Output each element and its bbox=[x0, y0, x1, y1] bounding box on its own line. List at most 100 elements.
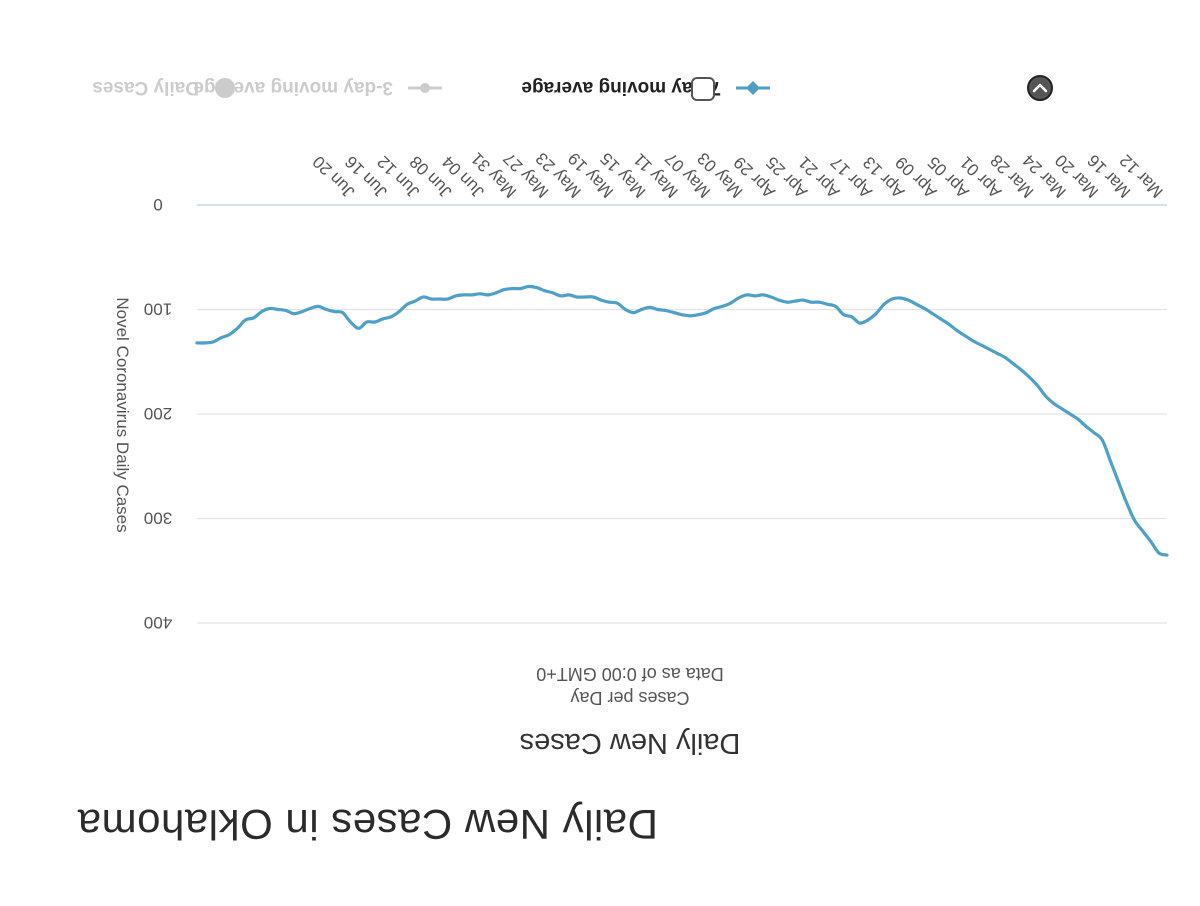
data-point[interactable] bbox=[1003, 355, 1007, 360]
data-point[interactable] bbox=[817, 300, 821, 304]
data-point[interactable] bbox=[397, 309, 401, 314]
data-point[interactable] bbox=[1068, 412, 1072, 416]
data-point[interactable] bbox=[801, 298, 805, 302]
data-point[interactable] bbox=[502, 287, 506, 292]
data-point[interactable] bbox=[712, 306, 716, 311]
data-point[interactable] bbox=[575, 295, 579, 299]
data-point[interactable] bbox=[1116, 480, 1121, 484]
data-point[interactable] bbox=[203, 341, 207, 345]
data-point[interactable] bbox=[1157, 551, 1161, 555]
data-point[interactable] bbox=[534, 285, 539, 290]
data-point[interactable] bbox=[348, 320, 353, 324]
data-point[interactable] bbox=[276, 307, 280, 312]
data-point[interactable] bbox=[1125, 501, 1129, 505]
data-point[interactable] bbox=[1052, 401, 1056, 406]
data-point[interactable] bbox=[922, 306, 927, 311]
data-point[interactable] bbox=[413, 299, 417, 303]
data-point[interactable] bbox=[599, 298, 603, 302]
data-point[interactable] bbox=[1092, 431, 1096, 435]
data-point[interactable] bbox=[1060, 407, 1064, 411]
data-point[interactable] bbox=[445, 297, 450, 301]
data-point[interactable] bbox=[607, 300, 611, 304]
data-point[interactable] bbox=[251, 316, 256, 320]
data-point[interactable] bbox=[1141, 529, 1145, 533]
data-point[interactable] bbox=[704, 310, 708, 315]
data-point[interactable] bbox=[381, 317, 385, 321]
data-point[interactable] bbox=[510, 286, 514, 291]
data-point[interactable] bbox=[866, 318, 870, 322]
data-point[interactable] bbox=[243, 318, 248, 322]
data-point[interactable] bbox=[486, 293, 490, 297]
data-point[interactable] bbox=[1084, 424, 1088, 429]
data-point[interactable] bbox=[947, 322, 951, 326]
data-point[interactable] bbox=[567, 293, 571, 297]
legend-item-3-day-moving-average[interactable]: 3-day moving average bbox=[193, 77, 442, 98]
data-point[interactable] bbox=[365, 320, 369, 324]
data-point[interactable] bbox=[357, 326, 361, 330]
data-point[interactable] bbox=[825, 302, 830, 306]
data-point[interactable] bbox=[454, 294, 458, 298]
data-point[interactable] bbox=[979, 343, 983, 347]
data-point[interactable] bbox=[389, 315, 393, 319]
data-point[interactable] bbox=[680, 313, 684, 317]
data-point[interactable] bbox=[316, 304, 320, 308]
data-point[interactable] bbox=[308, 306, 312, 311]
data-point[interactable] bbox=[284, 308, 288, 313]
data-point[interactable] bbox=[324, 307, 328, 312]
data-point[interactable] bbox=[195, 341, 199, 345]
data-point[interactable] bbox=[696, 313, 700, 317]
data-point[interactable] bbox=[260, 309, 264, 314]
data-point[interactable] bbox=[1133, 519, 1137, 523]
data-point[interactable] bbox=[737, 296, 741, 300]
data-point[interactable] bbox=[987, 347, 991, 351]
data-point[interactable] bbox=[559, 294, 563, 298]
data-point[interactable] bbox=[227, 332, 231, 337]
data-point[interactable] bbox=[858, 321, 862, 325]
data-point[interactable] bbox=[939, 317, 943, 321]
data-point[interactable] bbox=[995, 351, 999, 355]
data-point[interactable] bbox=[1011, 362, 1015, 366]
data-point[interactable] bbox=[728, 301, 733, 305]
data-point[interactable] bbox=[648, 305, 652, 309]
data-point[interactable] bbox=[842, 313, 846, 317]
data-point[interactable] bbox=[769, 295, 773, 299]
data-point[interactable] bbox=[1108, 459, 1112, 463]
data-point[interactable] bbox=[809, 300, 813, 304]
data-point[interactable] bbox=[785, 300, 789, 304]
data-point[interactable] bbox=[494, 291, 498, 295]
data-point[interactable] bbox=[542, 289, 547, 293]
legend-item-daily-cases[interactable]: Daily Cases bbox=[92, 77, 235, 98]
data-point[interactable] bbox=[211, 340, 215, 344]
data-point[interactable] bbox=[672, 310, 676, 315]
data-point[interactable] bbox=[761, 293, 765, 297]
data-point[interactable] bbox=[1165, 553, 1169, 557]
data-point[interactable] bbox=[963, 333, 967, 338]
data-point[interactable] bbox=[656, 307, 660, 312]
data-point[interactable] bbox=[688, 314, 692, 318]
data-point[interactable] bbox=[882, 302, 886, 306]
data-point[interactable] bbox=[874, 312, 878, 316]
data-point[interactable] bbox=[332, 309, 336, 314]
data-point[interactable] bbox=[373, 320, 377, 324]
data-point[interactable] bbox=[526, 284, 530, 289]
data-point[interactable] bbox=[834, 304, 838, 308]
data-point[interactable] bbox=[470, 293, 474, 297]
data-point[interactable] bbox=[268, 306, 272, 311]
data-point[interactable] bbox=[615, 301, 619, 305]
data-point[interactable] bbox=[1044, 394, 1048, 398]
data-point[interactable] bbox=[906, 298, 910, 302]
data-point[interactable] bbox=[292, 312, 296, 316]
data-point[interactable] bbox=[1100, 438, 1104, 442]
data-point[interactable] bbox=[591, 295, 595, 299]
data-point[interactable] bbox=[1019, 368, 1024, 372]
data-point[interactable] bbox=[405, 302, 409, 306]
data-point[interactable] bbox=[551, 291, 555, 295]
data-point[interactable] bbox=[583, 295, 587, 299]
data-point[interactable] bbox=[437, 297, 442, 301]
data-point[interactable] bbox=[793, 299, 797, 303]
data-point[interactable] bbox=[890, 297, 894, 301]
data-point[interactable] bbox=[720, 304, 724, 308]
data-point[interactable] bbox=[429, 297, 433, 301]
data-point[interactable] bbox=[219, 336, 223, 340]
data-point[interactable] bbox=[518, 286, 522, 291]
